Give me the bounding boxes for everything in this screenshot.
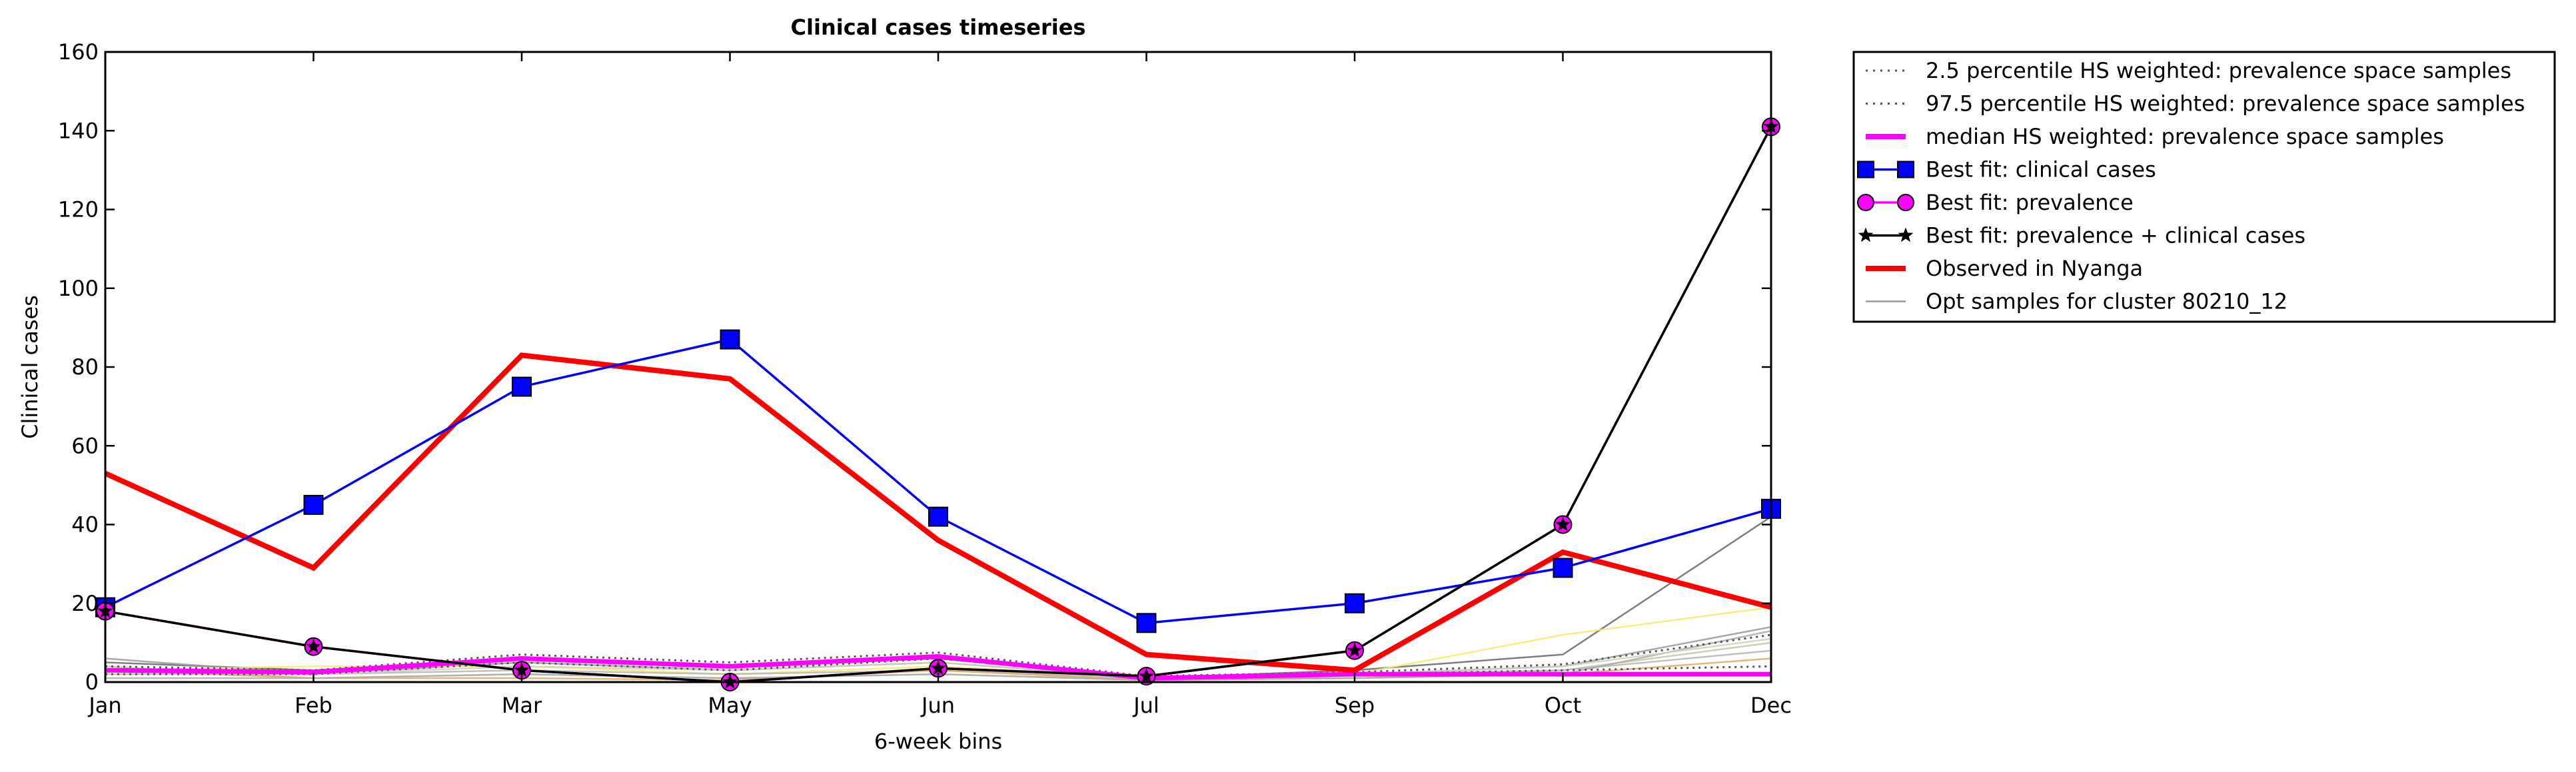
- x-tick-label: Jun: [920, 693, 955, 718]
- best-fit-combined-line: [105, 126, 1772, 683]
- median-line: [105, 654, 1771, 681]
- legend-entry: Best fit: clinical cases: [1857, 157, 2156, 183]
- legend-circle-marker: [1857, 194, 1874, 211]
- legend-label: median HS weighted: prevalence space sam…: [1926, 124, 2444, 149]
- legend-label: Best fit: prevalence: [1926, 190, 2134, 215]
- legend-entry: 2.5 percentile HS weighted: prevalence s…: [1866, 58, 2511, 83]
- best-fit-clinical-line: [105, 338, 1772, 625]
- y-tick-label: 60: [71, 433, 99, 458]
- series-layer: [95, 117, 1781, 691]
- x-tick-label: Feb: [295, 693, 332, 718]
- y-tick-label: 160: [58, 39, 99, 65]
- legend-label: Observed in Nyanga: [1926, 256, 2143, 281]
- legend-square-marker: [1897, 161, 1914, 179]
- observed-line: [104, 352, 1772, 673]
- best-fit-clinical-point: [303, 494, 324, 515]
- legend-entry: Observed in Nyanga: [1866, 256, 2143, 281]
- legend-label: 2.5 percentile HS weighted: prevalence s…: [1926, 58, 2511, 83]
- y-tick-label: 140: [58, 118, 99, 143]
- legend-star-marker: [1858, 227, 1874, 242]
- legend-circle-marker: [1897, 194, 1914, 211]
- legend-entry: median HS weighted: prevalence space sam…: [1866, 124, 2444, 149]
- x-tick-label: Oct: [1545, 693, 1581, 718]
- legend-entry: Best fit: prevalence + clinical cases: [1858, 223, 2305, 248]
- x-tick-label: May: [708, 693, 752, 718]
- chart-title: Clinical cases timeseries: [791, 15, 1086, 40]
- x-tick-label: Mar: [502, 693, 542, 718]
- axes-layer: 0 20 40 60 80 100 120 140 160 Jan Feb Mar May Jun Jul S…: [58, 39, 1792, 718]
- legend-label: 97.5 percentile HS weighted: prevalence …: [1926, 91, 2525, 117]
- x-tick-label: Jul: [1132, 693, 1159, 718]
- legend-frame: [1852, 51, 2556, 323]
- plot-frame: [104, 51, 1772, 683]
- x-tick-label: Dec: [1750, 693, 1792, 718]
- best-fit-combined-point: [930, 660, 946, 675]
- best-fit-clinical-point: [512, 376, 532, 397]
- y-tick-label: 40: [71, 512, 99, 538]
- y-tick-label: 100: [58, 276, 99, 301]
- x-tick-label: Sep: [1335, 693, 1375, 718]
- best-fit-clinical-point: [1553, 558, 1573, 578]
- best-fit-combined-point: [1347, 642, 1363, 657]
- best-fit-prevalence-line: [105, 126, 1772, 683]
- legend-label: Best fit: prevalence + clinical cases: [1926, 223, 2305, 248]
- best-fit-clinical-point: [1345, 593, 1365, 613]
- y-tick-label: 0: [85, 669, 99, 695]
- percentile-line: [105, 633, 1772, 677]
- legend: 2.5 percentile HS weighted: prevalence s…: [1852, 51, 2556, 323]
- y-tick-label: 120: [58, 197, 99, 222]
- x-axis-label: 6-week bins: [874, 729, 1002, 754]
- y-axis-label: Clinical cases: [17, 295, 43, 439]
- legend-star-marker: [1898, 227, 1914, 242]
- best-fit-clinical-point: [1136, 613, 1157, 633]
- legend-entry: Best fit: prevalence: [1857, 190, 2134, 215]
- legend-entry: Opt samples for cluster 80210_12: [1866, 289, 2287, 314]
- x-tick-label: Jan: [87, 693, 121, 718]
- best-fit-clinical-point: [720, 329, 740, 350]
- best-fit-clinical-point: [928, 506, 948, 527]
- best-fit-combined-point: [514, 662, 530, 677]
- legend-square-marker: [1857, 161, 1874, 179]
- legend-label: Opt samples for cluster 80210_12: [1926, 289, 2287, 314]
- legend-label: Best fit: clinical cases: [1926, 157, 2156, 183]
- best-fit-combined-point: [306, 638, 321, 653]
- y-tick-label: 20: [71, 591, 99, 616]
- y-tick-label: 80: [71, 354, 99, 380]
- best-fit-combined-point: [1555, 516, 1571, 532]
- legend-entry: 97.5 percentile HS weighted: prevalence …: [1866, 91, 2525, 117]
